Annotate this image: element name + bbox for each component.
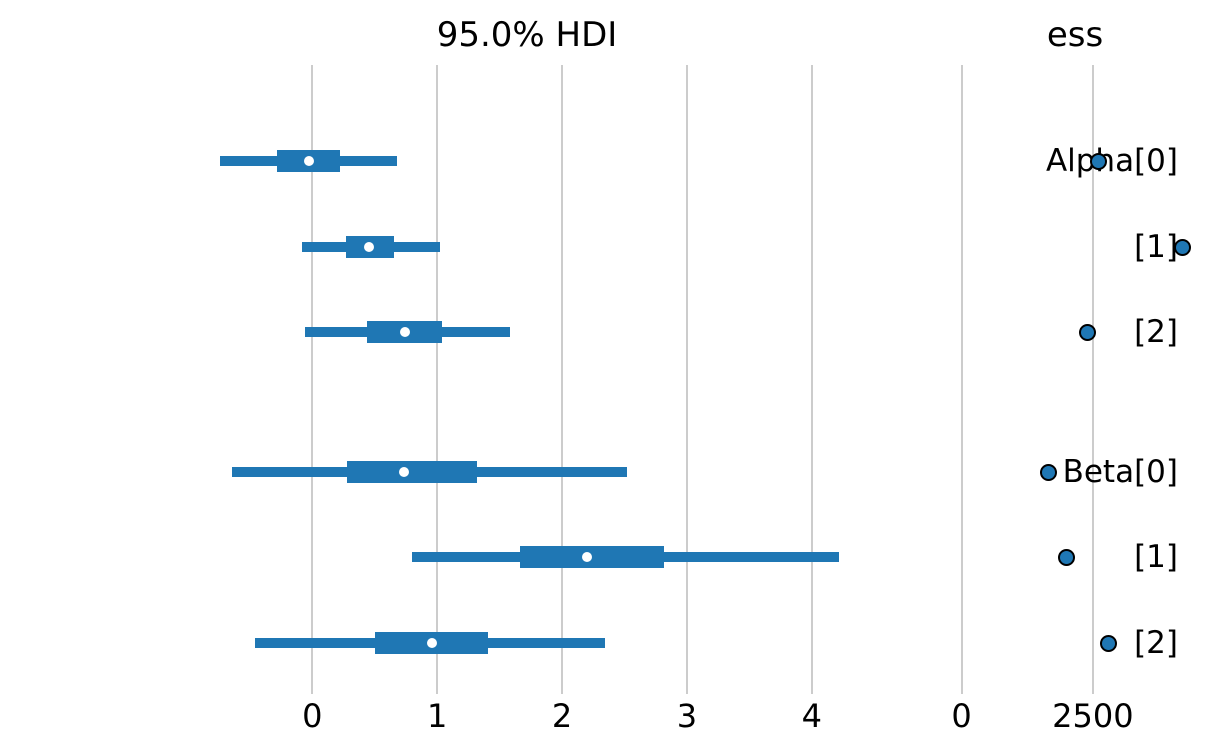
x-tick-label: 1: [427, 697, 448, 735]
row-label: [1]: [1134, 539, 1178, 575]
ess-marker: [1079, 323, 1097, 341]
gridline: [311, 65, 314, 680]
ess-marker: [1089, 152, 1107, 170]
ess-marker: [1058, 548, 1076, 566]
x-tick-label: 0: [302, 697, 323, 735]
row-label: Alpha[0]: [1045, 143, 1178, 179]
x-tick-label: 2: [551, 697, 573, 735]
tick-mark: [561, 680, 564, 694]
hdi-panel-title: 95.0% HDI: [436, 15, 618, 55]
median-marker: [427, 638, 438, 648]
hdi-interval-thick: [347, 461, 478, 483]
x-tick-label: 4: [801, 697, 822, 735]
ess-marker: [1039, 463, 1057, 481]
gridline: [561, 65, 564, 680]
tick-mark: [810, 680, 813, 694]
tick-mark: [436, 680, 439, 694]
gridline: [1091, 65, 1094, 680]
ess-panel-title: ess: [1046, 15, 1104, 55]
gridline: [685, 65, 688, 680]
gridline: [960, 65, 963, 680]
tick-mark: [1091, 680, 1094, 694]
ess-marker: [1100, 634, 1118, 652]
median-marker: [303, 156, 314, 166]
hdi-interval-thick: [519, 546, 665, 568]
tick-mark: [685, 680, 688, 694]
x-tick-label: 3: [676, 697, 698, 735]
median-marker: [399, 327, 410, 337]
median-marker: [582, 552, 593, 562]
row-label: [2]: [1134, 314, 1178, 350]
row-label: Beta[0]: [1062, 454, 1178, 490]
gridline: [810, 65, 813, 680]
row-label: [1]: [1134, 229, 1178, 265]
ess-marker: [1173, 238, 1191, 256]
x-tick-label: 2500: [1052, 697, 1134, 735]
tick-mark: [311, 680, 314, 694]
row-label: [2]: [1134, 625, 1178, 661]
x-tick-label: 0: [951, 697, 972, 735]
median-marker: [363, 242, 374, 252]
gridline: [436, 65, 439, 680]
tick-mark: [960, 680, 963, 694]
median-marker: [398, 467, 409, 477]
